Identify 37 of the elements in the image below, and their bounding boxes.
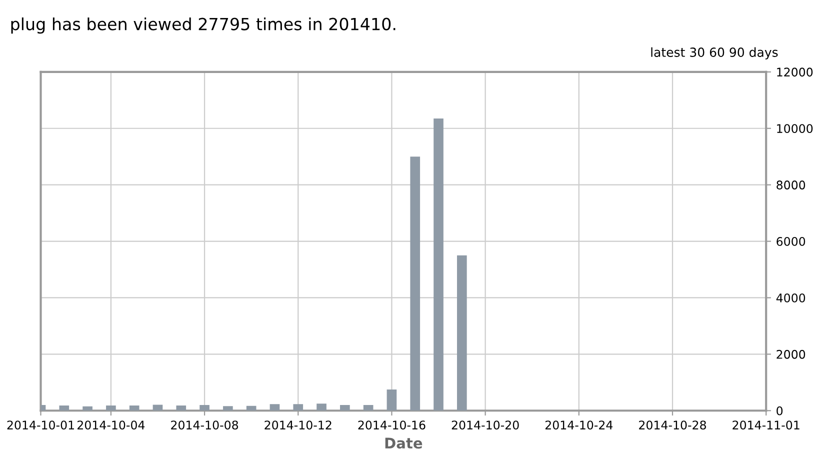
bar — [386, 389, 397, 411]
y-tick-label: 4000 — [776, 293, 806, 302]
x-tick-label: 2014-10-16 — [358, 420, 426, 430]
y-tick-label: 0 — [776, 406, 783, 416]
x-tick-label: 2014-10-01 — [7, 420, 74, 430]
bar — [434, 118, 444, 411]
bar — [363, 404, 374, 411]
y-tick-label: 8000 — [776, 180, 806, 190]
bar — [340, 404, 350, 411]
bar — [129, 406, 140, 411]
bar — [82, 406, 92, 411]
bar — [223, 406, 233, 411]
bar — [176, 406, 186, 411]
bar — [152, 404, 163, 411]
bar — [246, 406, 256, 411]
bar — [106, 406, 116, 411]
y-tick-label: 12000 — [777, 68, 813, 77]
x-tick-label: 2014-10-28 — [639, 420, 706, 430]
x-tick-label: 2014-10-12 — [264, 420, 332, 430]
x-tick-label: 2014-10-24 — [545, 420, 613, 430]
x-tick-label: 2014-11-01 — [732, 420, 800, 430]
y-tick-label: 6000 — [776, 237, 806, 246]
bar — [457, 255, 467, 411]
chart-title: plug has been viewed 27795 times in 201410. — [11, 17, 396, 34]
bar — [410, 156, 420, 411]
x-tick-label: 2014-10-20 — [452, 420, 519, 430]
bar — [293, 404, 304, 411]
x-tick-label: 2014-10-04 — [78, 420, 145, 430]
x-tick-label: 2014-10-08 — [171, 420, 238, 430]
bar — [270, 404, 280, 411]
text: latest 30 60 90 days — [651, 47, 778, 60]
bar — [200, 404, 210, 411]
y-tick-label: 2000 — [776, 350, 806, 359]
y-tick-label: 10000 — [777, 124, 813, 134]
bar — [316, 404, 326, 411]
bar — [59, 406, 70, 411]
x-axis-title: Date — [385, 438, 422, 449]
